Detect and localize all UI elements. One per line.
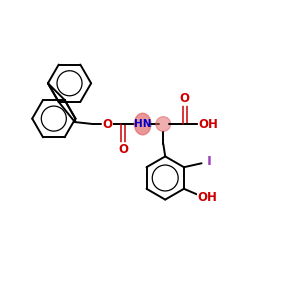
Text: OH: OH	[199, 118, 218, 130]
Text: I: I	[207, 155, 212, 168]
Text: HN: HN	[134, 119, 152, 129]
Ellipse shape	[156, 117, 171, 131]
Ellipse shape	[134, 113, 151, 135]
Text: O: O	[102, 118, 112, 130]
Text: OH: OH	[197, 191, 218, 204]
Text: O: O	[180, 92, 190, 105]
Text: O: O	[118, 143, 128, 156]
